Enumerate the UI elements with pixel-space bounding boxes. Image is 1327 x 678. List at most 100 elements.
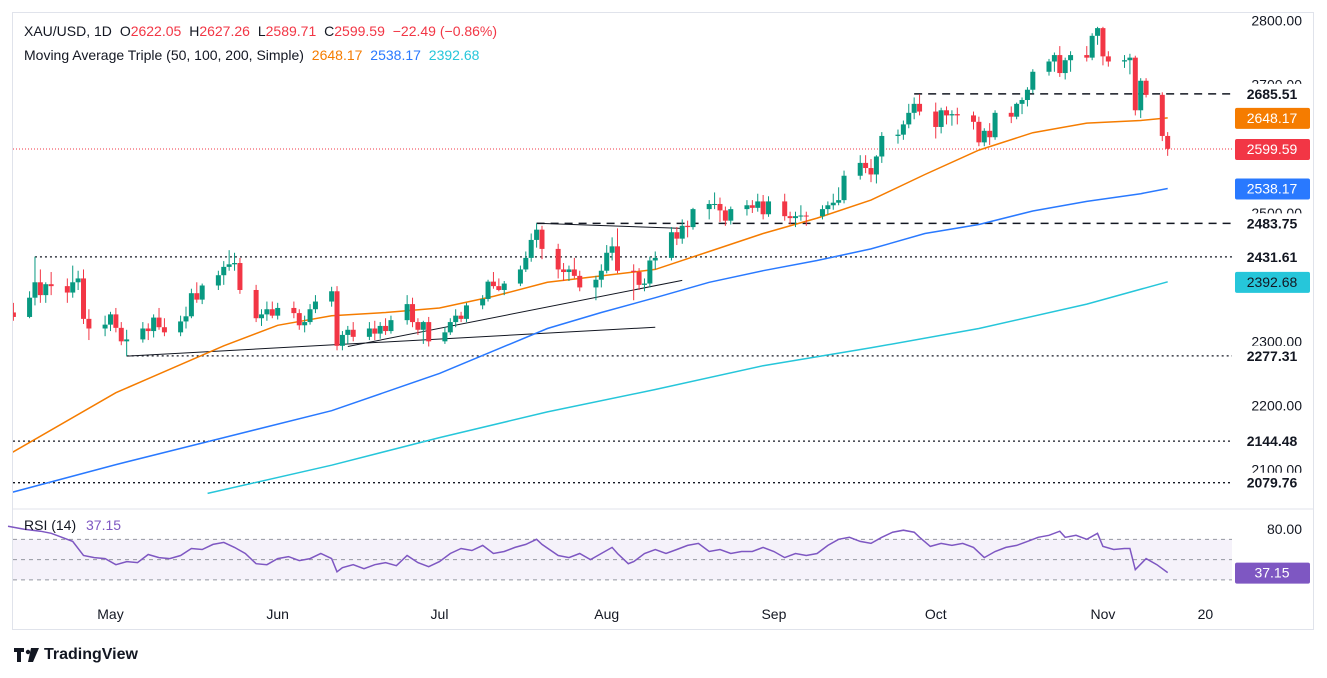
x-tick-label: Aug — [594, 606, 619, 622]
candle-body — [140, 328, 146, 340]
candle-body — [690, 209, 696, 228]
y-tick-label: 2800.00 — [1251, 12, 1302, 28]
tradingview-logo-icon — [14, 648, 39, 662]
open-value: 2622.05 — [130, 23, 182, 39]
high-label: H — [189, 23, 200, 39]
candle-body — [911, 103, 917, 113]
x-tick-label: Oct — [925, 606, 947, 622]
candle-body — [900, 124, 906, 135]
candle-body — [1100, 28, 1106, 57]
candle-body — [329, 291, 335, 302]
price-label: 2538.17 — [1247, 180, 1298, 196]
price-label: 2599.59 — [1247, 141, 1298, 157]
candle-body — [561, 269, 567, 273]
candle-body — [981, 130, 987, 143]
candle-body — [447, 322, 453, 333]
candle-body — [728, 209, 734, 221]
candle-body — [830, 202, 836, 206]
candle-body — [836, 200, 842, 203]
ma200-value: 2392.68 — [428, 47, 480, 63]
candle-body — [1014, 103, 1020, 117]
candle-body — [415, 322, 421, 330]
candle-body — [334, 291, 340, 346]
x-tick-label: Sep — [761, 606, 786, 622]
rsi-tick-label: 80.00 — [1267, 521, 1302, 537]
rsi-legend: RSI (14) 37.15 — [24, 517, 121, 533]
tradingview-brand[interactable]: TradingView — [14, 646, 138, 664]
rsi-last-box — [1235, 562, 1310, 584]
candle-body — [647, 260, 653, 284]
candle-body — [1127, 57, 1133, 61]
symbol-label: XAU/USD, 1D — [24, 23, 112, 39]
candle-body — [722, 210, 728, 221]
candle-body — [577, 275, 583, 288]
candle-body — [792, 216, 798, 219]
price-label-box — [1235, 178, 1310, 200]
candle-body — [717, 203, 723, 211]
ma-legend-label: Moving Average Triple (50, 100, 200, Sim… — [24, 47, 304, 63]
candle-body — [480, 298, 486, 306]
candle-body — [895, 134, 901, 136]
rsi-last-label: 37.15 — [1254, 565, 1289, 581]
candle-body — [463, 305, 469, 319]
price-label: 2685.51 — [1247, 86, 1298, 102]
main-pane — [6, 26, 1232, 495]
candle-body — [291, 307, 297, 314]
candle-body — [636, 272, 642, 285]
price-label-box — [1235, 431, 1310, 453]
close-label: C — [324, 23, 335, 39]
price-label: 2431.61 — [1247, 249, 1298, 265]
price-label-box — [1235, 107, 1310, 129]
candle-body — [501, 283, 507, 290]
candle-body — [749, 205, 755, 208]
candle-body — [420, 322, 426, 330]
ma-line-ma100 — [13, 187, 1168, 493]
candle-body — [453, 315, 459, 323]
low-label: L — [257, 23, 266, 39]
trendline — [347, 279, 683, 347]
candle-body — [1132, 57, 1138, 111]
candle-body — [1122, 60, 1128, 62]
candle-body — [992, 112, 998, 138]
candle-body — [124, 339, 130, 342]
candle-body — [868, 168, 874, 175]
price-label-box — [1235, 345, 1310, 367]
price-label: 2144.48 — [1247, 433, 1298, 449]
candle-body — [944, 110, 950, 116]
candle-body — [64, 286, 70, 293]
candle-body — [237, 263, 243, 290]
candle-body — [118, 327, 124, 342]
x-tick-label: Jun — [266, 606, 289, 622]
candle-body — [938, 110, 944, 127]
candle-body — [528, 239, 534, 258]
candle-body — [269, 309, 275, 316]
candle-body — [787, 216, 793, 219]
candle-body — [604, 252, 610, 271]
candle-body — [194, 293, 200, 300]
candle-body — [863, 162, 869, 169]
candle-body — [674, 232, 680, 239]
candle-body — [539, 229, 545, 249]
candle-body — [6, 312, 11, 322]
x-tick-label: Jul — [431, 606, 449, 622]
candle-body — [1159, 94, 1165, 136]
candle-body — [372, 328, 378, 334]
candle-body — [760, 201, 766, 215]
candle-body — [857, 162, 863, 176]
price-label: 2483.75 — [1247, 215, 1298, 231]
candle-body — [442, 332, 448, 342]
candle-body — [668, 232, 674, 258]
candle-body — [113, 314, 119, 328]
candle-body — [151, 317, 157, 332]
chart-frame — [12, 12, 1314, 630]
candle-body — [1057, 55, 1063, 74]
rsi-legend-value: 37.15 — [86, 517, 122, 533]
candle-body — [1095, 28, 1101, 36]
y-tick-label: 2200.00 — [1251, 398, 1302, 414]
candle-body — [1030, 71, 1036, 90]
x-tick-label: May — [97, 606, 123, 622]
candle-body — [496, 286, 502, 290]
candle-body — [226, 264, 232, 267]
candle-body — [199, 285, 205, 300]
